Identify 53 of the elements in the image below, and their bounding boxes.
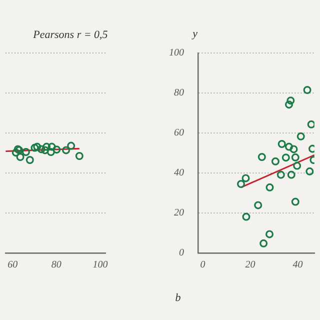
point (52, 146, 61, 154)
point (42, 142, 51, 151)
point (293, 162, 302, 170)
point (286, 96, 295, 105)
point (48, 142, 56, 151)
x-tick-label: 100 (92, 260, 108, 271)
point (236, 180, 245, 188)
point (260, 239, 268, 248)
point (291, 153, 300, 162)
point (282, 154, 290, 162)
y-tick-label: 40 (174, 168, 184, 179)
point (266, 230, 274, 238)
x-tick-label: 80 (51, 260, 62, 271)
y-tick-label: 20 (174, 208, 184, 219)
point (271, 157, 280, 166)
point (41, 146, 50, 154)
point (284, 100, 293, 109)
y-axis-title: y (192, 28, 198, 40)
y-tick-label: 80 (174, 88, 184, 99)
point (30, 144, 39, 152)
x-tick-label: 0 (200, 260, 206, 271)
point (22, 148, 30, 156)
text: b (175, 292, 182, 304)
point (287, 170, 296, 179)
point (16, 153, 24, 161)
x-tick-label: 40 (292, 260, 303, 271)
point (46, 148, 55, 156)
y-tick-label: 100 (169, 48, 184, 59)
point (254, 201, 262, 210)
point (75, 152, 84, 160)
point (306, 167, 314, 176)
text: Pearsons r = 0,5 (32, 28, 108, 41)
x-tick-label: 60 (8, 260, 18, 271)
point (242, 212, 250, 221)
y-tick-label: 0 (179, 248, 184, 259)
point (258, 153, 266, 161)
point (303, 86, 312, 94)
point (33, 142, 42, 151)
point (276, 170, 285, 179)
point (278, 140, 286, 148)
point (26, 156, 34, 164)
point (284, 142, 293, 151)
point (266, 183, 274, 192)
point (242, 174, 250, 182)
x-tick-label: 20 (245, 260, 256, 271)
point (67, 142, 76, 150)
point (296, 132, 305, 140)
point (12, 148, 20, 157)
point (62, 146, 70, 154)
point (290, 145, 298, 154)
point (291, 198, 300, 206)
y-tick-label: 60 (174, 128, 184, 139)
point (307, 120, 314, 128)
